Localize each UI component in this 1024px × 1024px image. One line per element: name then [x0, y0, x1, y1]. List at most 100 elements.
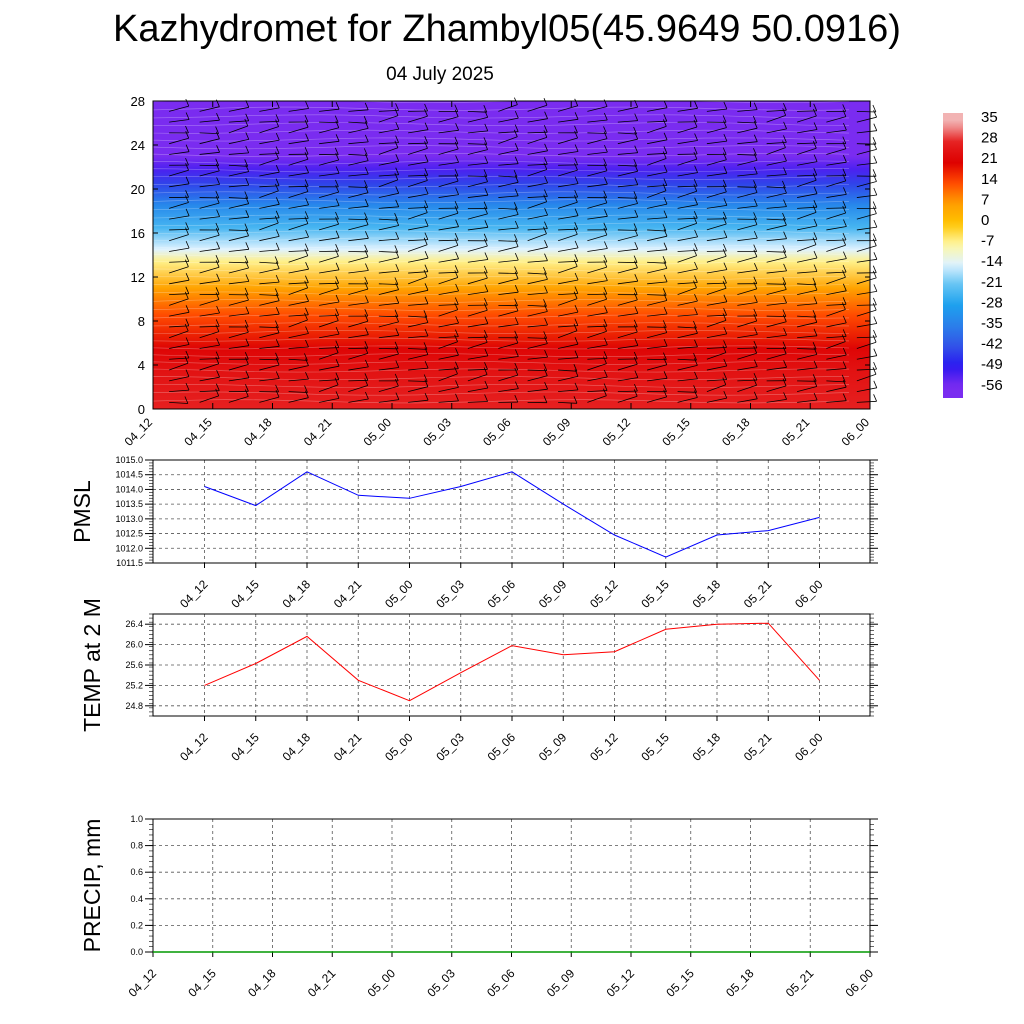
wind-barb — [543, 395, 548, 403]
wind-barb — [527, 137, 548, 145]
wind-barb — [527, 279, 548, 285]
wind-barb — [259, 249, 280, 252]
wind-barb — [169, 119, 190, 123]
wind-barb — [364, 102, 369, 110]
wind-barb — [706, 205, 727, 209]
wind-barb — [753, 180, 757, 188]
wind-barb — [216, 131, 220, 139]
wind-barb — [753, 244, 758, 252]
wind-barb — [378, 399, 399, 403]
wind-barb — [335, 308, 340, 316]
wind-barb — [766, 270, 787, 274]
wind-barb — [199, 280, 220, 285]
wind-barb — [677, 287, 697, 295]
wind-barb — [647, 377, 668, 382]
wind-barb — [169, 402, 188, 404]
wind-barb — [378, 218, 398, 221]
wind-barb — [455, 251, 459, 259]
wind-barb — [514, 124, 519, 132]
wind-barb — [424, 218, 429, 227]
wind-barb — [737, 320, 757, 328]
colorbar-label: -21 — [981, 274, 1003, 291]
wind-barb — [259, 126, 279, 134]
wind-barb — [335, 179, 339, 188]
wind-barb — [424, 109, 428, 117]
wind-barb — [706, 172, 727, 177]
wind-barb — [617, 120, 638, 123]
wind-barb — [288, 223, 309, 231]
wind-barb — [753, 217, 758, 225]
wind-barb — [305, 165, 309, 173]
wind-barb — [753, 148, 757, 156]
wind-barb — [603, 254, 608, 263]
wind-barb — [604, 209, 608, 217]
wind-barb — [304, 147, 309, 155]
wind-barb — [706, 287, 727, 295]
wind-barb — [319, 173, 340, 177]
ytick-label: 24.8 — [125, 701, 143, 711]
wind-barb — [842, 232, 847, 241]
wind-barb — [766, 353, 787, 360]
wind-barb — [843, 122, 847, 131]
pmsl-panel-ylabel: PMSL — [69, 480, 95, 543]
wind-barb — [318, 256, 339, 263]
wind-barb — [826, 129, 847, 134]
wind-barb — [813, 122, 818, 130]
wind-barb — [842, 109, 847, 117]
wind-barb — [766, 334, 787, 339]
xtick-label: 04_21 — [331, 730, 365, 764]
wind-barb — [438, 400, 459, 403]
wind-barb — [706, 333, 727, 339]
wind-barb — [365, 231, 369, 239]
wind-barb — [737, 109, 758, 112]
wind-barb — [797, 354, 817, 360]
wind-barb — [455, 123, 459, 131]
wind-barb — [797, 399, 818, 403]
wind-barb — [544, 272, 548, 280]
wind-barb — [587, 293, 607, 295]
wind-barb — [288, 300, 309, 306]
wind-barb — [513, 202, 518, 210]
wind-barb — [693, 280, 697, 288]
wind-barb — [842, 264, 847, 273]
wind-barb — [647, 185, 667, 188]
wind-barb — [288, 378, 309, 382]
wind-barb — [304, 179, 309, 187]
wind-barb — [872, 367, 877, 375]
xtick-label: 05_21 — [741, 730, 775, 764]
wind-barb — [364, 166, 369, 175]
wind-barb — [603, 324, 607, 332]
wind-barb — [365, 263, 369, 271]
wind-barb — [766, 109, 787, 112]
wind-barb — [694, 307, 698, 315]
wind-barb — [364, 180, 368, 188]
wind-barb — [498, 291, 519, 295]
wind-barb — [275, 165, 280, 173]
wind-barb — [215, 260, 220, 268]
wind-barb — [647, 217, 668, 220]
wind-barb — [288, 236, 309, 242]
wind-barb — [856, 336, 877, 339]
wind-barb — [424, 283, 429, 291]
wind-barb — [244, 255, 249, 263]
xtick-label: 06_00 — [792, 730, 826, 764]
wind-barb — [395, 314, 399, 323]
wind-barb — [228, 248, 249, 252]
wind-barb — [647, 313, 668, 317]
wind-barb — [424, 136, 429, 144]
wind-barb — [483, 169, 488, 177]
wind-barb — [514, 394, 519, 403]
contour-line — [152, 137, 850, 142]
wind-barb — [754, 263, 758, 271]
wind-barb — [514, 220, 519, 229]
wind-barb — [215, 163, 220, 172]
wind-barb — [662, 119, 667, 127]
wind-barb — [259, 396, 280, 403]
wind-barb — [408, 315, 427, 318]
xtick-label: 04_18 — [280, 577, 314, 611]
wind-barb — [305, 262, 309, 270]
wind-barb — [424, 251, 429, 259]
wind-barb — [842, 200, 847, 209]
xtick-label: 04_18 — [280, 730, 314, 764]
